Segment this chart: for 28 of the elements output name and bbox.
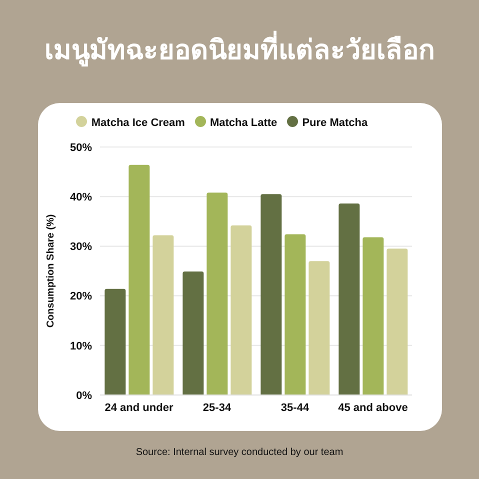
legend-label: Matcha Ice Cream: [91, 117, 185, 129]
x-tick-label: 24 and under: [104, 402, 174, 414]
x-tick-label: 45 and above: [338, 402, 408, 414]
y-tick-label: 30%: [70, 241, 92, 254]
y-tick-label: 10%: [70, 340, 92, 352]
bar: [206, 192, 228, 395]
bar: [386, 248, 408, 395]
bar: [362, 237, 384, 395]
bar: [104, 288, 126, 395]
source-note: Source: Internal survey conducted by our team: [134, 447, 344, 458]
x-tick-label: 35-44: [280, 402, 310, 414]
bar: [128, 164, 150, 395]
bar: [338, 204, 360, 395]
bar: [182, 271, 204, 395]
y-axis-title: Consumption Share (%): [46, 214, 57, 328]
y-tick-label: 50%: [70, 142, 92, 154]
y-tick-label: 0%: [76, 390, 92, 402]
x-tick-label: 25-34: [202, 402, 232, 414]
legend-label: Matcha Latte: [210, 117, 278, 129]
legend-label: Pure Matcha: [302, 117, 368, 129]
chart-title: เมนูมัทฉะยอดนิยมที่แต่ละวัยเลือก: [44, 30, 436, 68]
bar: [230, 225, 252, 395]
y-tick-label: 40%: [70, 192, 92, 204]
bar: [152, 235, 174, 395]
y-tick-label: 20%: [70, 290, 92, 303]
bar: [260, 194, 282, 395]
bar: [284, 234, 306, 395]
bar: [308, 261, 330, 395]
